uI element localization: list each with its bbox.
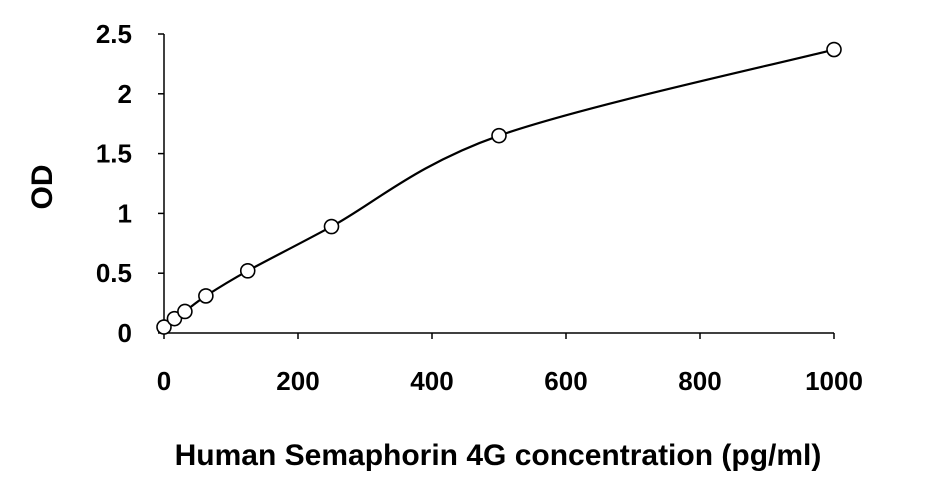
x-tick-label: 400 (410, 366, 453, 396)
y-ticks: 0 0.5 1 1.5 2 2.5 (96, 19, 164, 348)
data-points (156, 41, 842, 335)
y-tick-label: 0.5 (96, 258, 132, 288)
data-point-marker (198, 288, 214, 304)
data-point-marker (239, 263, 256, 279)
data-point-marker (826, 41, 842, 58)
axes (163, 34, 834, 334)
data-point-marker (156, 319, 172, 335)
y-tick-label: 2.5 (96, 19, 132, 49)
x-ticks: 0 200 400 600 800 1000 (157, 333, 863, 396)
x-tick-label: 1000 (805, 366, 863, 396)
x-tick-label: 800 (678, 366, 721, 396)
x-tick-label: 200 (276, 366, 319, 396)
trendline (163, 48, 835, 328)
y-tick-label: 1 (118, 198, 132, 228)
x-axis-title: Human Semaphorin 4G concentration (pg/ml… (175, 439, 822, 472)
y-axis-title: OD (26, 165, 59, 210)
data-point-marker (491, 127, 507, 144)
y-tick-label: 2 (118, 79, 132, 109)
x-tick-label: 0 (157, 366, 171, 396)
x-tick-label: 600 (544, 366, 587, 396)
data-point-marker (323, 218, 340, 235)
y-tick-label: 0 (118, 318, 132, 348)
data-point-marker (166, 310, 183, 327)
y-tick-label: 1.5 (96, 139, 132, 169)
data-point-marker (177, 303, 193, 320)
